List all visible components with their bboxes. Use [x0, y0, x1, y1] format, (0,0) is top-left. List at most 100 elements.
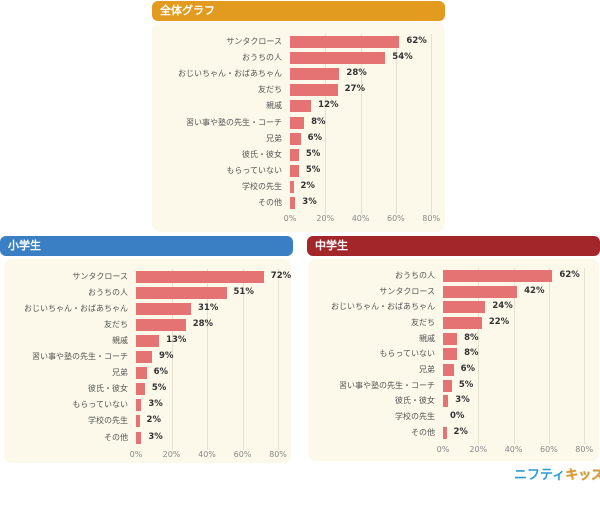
axis-tick-label: 60% [233, 450, 252, 459]
axis-tick-label: 20% [162, 450, 181, 459]
data-bar [443, 316, 482, 329]
value-label: 5% [305, 164, 321, 175]
category-label: 習い事や塾の先生・コーチ [32, 352, 128, 362]
value-label: 5% [305, 148, 321, 159]
logo-text-nifty: ニフティ [514, 468, 566, 483]
value-label: 31% [198, 303, 219, 314]
category-label: おうちの人 [242, 53, 282, 63]
data-bar [443, 363, 454, 376]
gridline [584, 268, 586, 445]
gridline [431, 34, 433, 216]
data-bar [443, 285, 518, 298]
gridline [325, 34, 327, 216]
category-label: おうちの人 [88, 288, 128, 298]
axis-tick-label: 40% [351, 214, 370, 223]
axis-tick-label: 60% [540, 445, 558, 454]
value-label: 8% [311, 116, 326, 127]
data-bar [290, 100, 312, 113]
value-label: 6% [307, 132, 323, 143]
gridline [548, 268, 550, 445]
category-label: その他 [104, 432, 128, 442]
value-label: 5% [458, 379, 474, 390]
value-label: 13% [166, 335, 187, 346]
category-label: 学校の先生 [242, 181, 282, 191]
category-label: 習い事や塾の先生・コーチ [186, 117, 282, 127]
value-label: 12% [318, 100, 339, 111]
axis-tick-label: 20% [316, 214, 335, 223]
junior-high-header: 中学生 [307, 236, 600, 256]
value-label: 2% [146, 415, 161, 426]
axis-tick-label: 80% [575, 445, 594, 454]
data-bar [136, 383, 145, 396]
data-bar [136, 303, 192, 316]
category-label: もらっていない [226, 165, 282, 175]
data-bar [443, 301, 486, 314]
data-bar [136, 335, 160, 348]
category-label: 親戚 [112, 336, 128, 346]
category-label: サンタクロース [72, 272, 128, 281]
value-label: 8% [464, 348, 479, 359]
data-bar [136, 415, 140, 428]
data-bar [136, 319, 186, 332]
category-label: もらっていない [379, 349, 435, 359]
gridline [395, 34, 397, 216]
category-label: 彼氏・彼女 [395, 396, 435, 406]
axis-tick-label: 40% [504, 445, 523, 454]
value-label: 72% [270, 271, 292, 281]
category-label: その他 [258, 198, 282, 207]
value-label: 42% [524, 285, 545, 296]
elementary-title: 小学生 [8, 239, 41, 252]
axis-tick-label: 0% [283, 214, 297, 223]
category-label: おじいちゃん・おばあちゃん [331, 302, 435, 312]
value-label: 3% [148, 399, 163, 410]
value-label: 3% [302, 197, 317, 207]
category-label: 兄弟 [266, 133, 282, 143]
axis-tick-label: 40% [198, 450, 216, 459]
gridline [278, 269, 279, 450]
value-label: 9% [158, 351, 174, 362]
data-bar [290, 52, 386, 65]
data-bar [290, 36, 400, 48]
category-label: もらっていない [72, 400, 128, 410]
data-bar [290, 116, 305, 129]
category-label: 親戚 [266, 101, 282, 111]
data-bar [290, 68, 340, 81]
category-label: おじいちゃん・おばあちゃん [24, 304, 128, 314]
gridline [478, 268, 480, 445]
data-bar [136, 351, 152, 364]
gridline [513, 268, 515, 445]
value-label: 28% [192, 319, 214, 330]
gridline [360, 34, 362, 216]
value-label: 22% [488, 316, 510, 327]
category-label: 彼氏・彼女 [242, 149, 282, 159]
data-bar [290, 164, 299, 177]
value-label: 3% [455, 395, 470, 406]
gridline [242, 269, 244, 450]
category-label: おじいちゃん・おばあちゃん [178, 69, 282, 79]
value-label: 3% [148, 431, 163, 442]
value-label: 6% [460, 363, 476, 374]
data-bar [136, 431, 142, 444]
category-label: 友だち [104, 320, 128, 330]
axis-tick-label: 60% [387, 214, 405, 223]
elementary-header: 小学生 [0, 236, 293, 256]
overall-title: 全体グラフ [160, 4, 215, 17]
category-label: 友だち [258, 85, 282, 95]
category-label: サンタクロース [379, 286, 435, 296]
value-label: 2% [453, 426, 468, 437]
category-label: その他 [411, 427, 435, 437]
axis-tick-label: 0% [436, 445, 450, 454]
axis-tick-label: 80% [269, 450, 287, 459]
data-bar [443, 395, 449, 408]
category-label: 親戚 [419, 333, 435, 343]
value-label: 28% [346, 68, 367, 79]
category-label: 兄弟 [112, 368, 128, 378]
data-bar [136, 367, 147, 380]
value-label: 5% [151, 383, 167, 394]
nifty-kids-logo: ニフティキッズ [514, 464, 600, 483]
data-bar [136, 271, 264, 283]
gridline [207, 269, 208, 450]
data-bar [443, 348, 458, 361]
data-bar [443, 332, 458, 345]
axis-tick-label: 80% [422, 214, 441, 223]
